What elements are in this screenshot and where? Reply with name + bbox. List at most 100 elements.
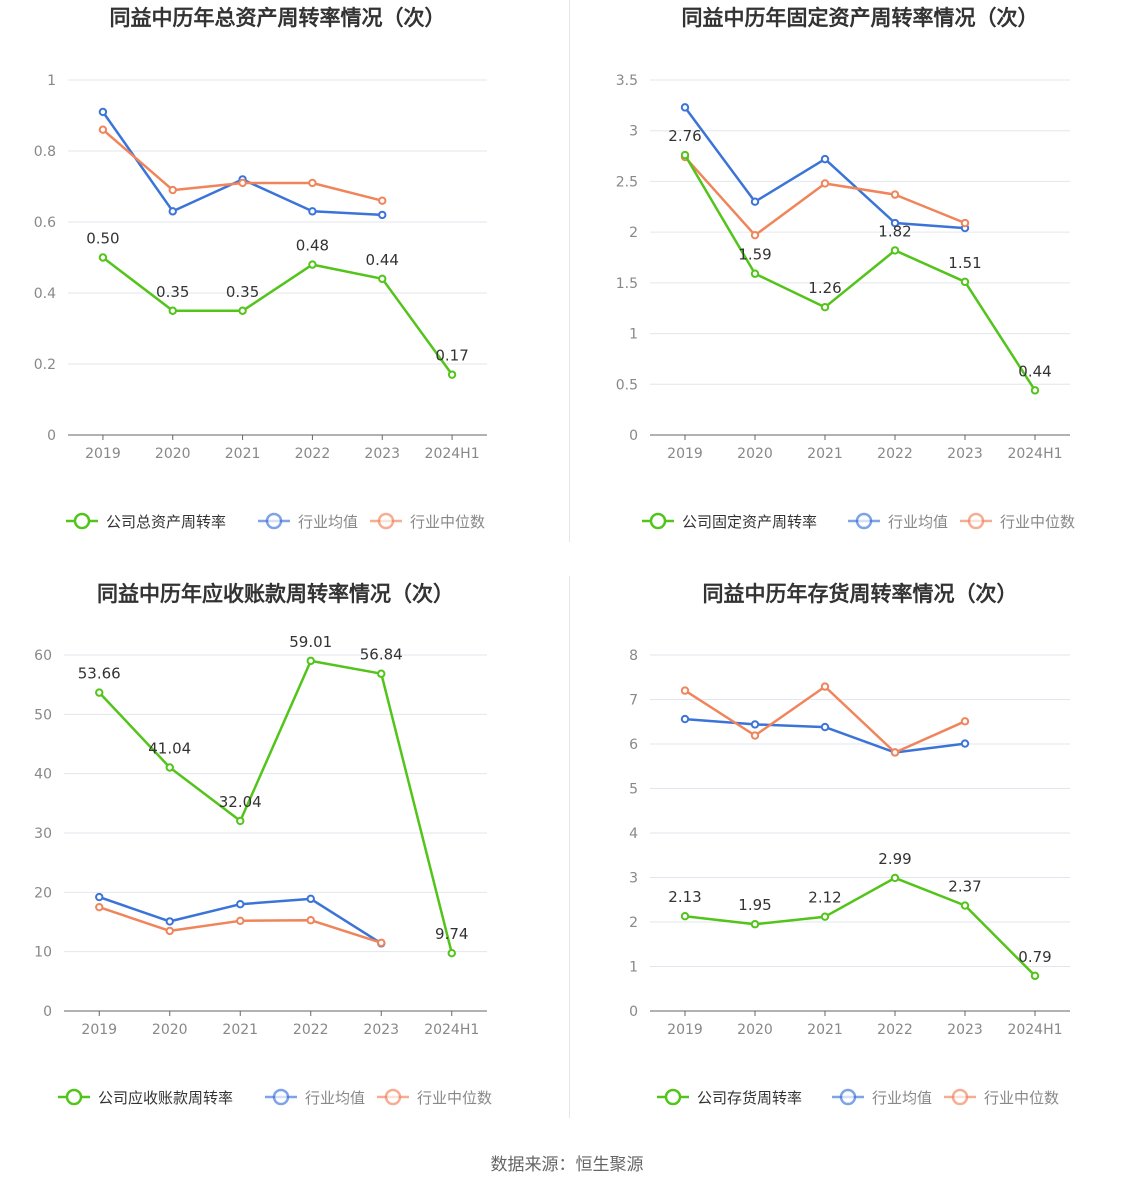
y-tick-label: 40	[34, 767, 52, 783]
y-tick-label: 10	[34, 945, 52, 961]
data-label: 32.04	[219, 793, 262, 811]
data-source-note: 数据来源：恒生聚源	[490, 1155, 644, 1175]
legend-label: 公司固定资产周转率	[682, 513, 817, 531]
data-point-avg	[960, 739, 970, 748]
legend-marker	[265, 512, 283, 530]
data-point-avg	[308, 207, 317, 216]
y-tick-label: 0.8	[34, 144, 56, 160]
data-point-median	[820, 682, 830, 691]
legend-item-company: 公司应收账款周转率	[58, 1088, 233, 1107]
data-label: 1.51	[948, 254, 981, 272]
chart-panel-inventory-turnover: 同益中历年存货周转率情况（次） 0 1 2 3 4 5 6 7 8 2019 2020 2021 2022…	[567, 576, 1134, 1152]
data-point-median	[236, 916, 245, 926]
data-point-avg	[95, 892, 104, 902]
chart-title: 同益中历年存货周转率情况（次）	[703, 582, 1018, 606]
x-tick-label: 2023	[363, 1022, 399, 1038]
data-point-avg	[98, 107, 108, 117]
series-line-company	[98, 659, 454, 954]
panel-divider-bottom	[569, 576, 570, 1118]
data-point-avg	[750, 720, 760, 729]
x-tick-label: 2020	[155, 446, 191, 462]
data-point-company	[1030, 971, 1040, 981]
legend-label: 公司总资产周转率	[106, 513, 226, 531]
data-point-company	[95, 688, 104, 697]
y-tick-label: 2	[629, 225, 638, 241]
data-label: 0.35	[156, 283, 189, 301]
data-label: 0.35	[226, 283, 259, 301]
y-tick-label: 0	[629, 428, 638, 444]
x-tick-label: 2021	[807, 1022, 843, 1038]
data-point-company	[377, 669, 386, 678]
data-point-company	[750, 269, 760, 278]
data-point-company	[820, 912, 830, 921]
legend-item-company: 公司固定资产周转率	[642, 512, 817, 531]
legend-marker	[377, 512, 395, 530]
data-point-company	[960, 277, 970, 287]
series-line-company	[102, 256, 454, 376]
data-point-company	[168, 306, 177, 315]
legend-item-median: 行业中位数	[960, 512, 1075, 531]
y-tick-label: 5	[629, 782, 638, 798]
y-tick-label: 1	[629, 960, 638, 976]
legend-item-median: 行业中位数	[370, 512, 485, 531]
data-label: 1.26	[808, 279, 841, 297]
data-point-company	[236, 816, 245, 826]
chart-title: 同益中历年总资产周转率情况（次）	[110, 6, 446, 30]
y-tick-label: 1.5	[616, 276, 638, 292]
data-label: 9.74	[435, 925, 468, 943]
legend-label: 行业均值	[305, 1089, 365, 1107]
y-tick-label: 20	[34, 885, 52, 901]
data-label: 59.01	[289, 633, 332, 651]
y-tick-label: 60	[34, 648, 52, 664]
legend-marker	[967, 512, 985, 530]
chart-title: 同益中历年应收账款周转率情况（次）	[97, 582, 454, 606]
data-point-company	[680, 912, 690, 921]
series-line-company	[683, 154, 1037, 392]
chart-svg: 同益中历年存货周转率情况（次） 0 1 2 3 4 5 6 7 8 2019 2020 2021 2022…	[629, 582, 1070, 1107]
x-tick-label: 2020	[152, 1022, 188, 1038]
y-tick-label: 1	[629, 327, 638, 343]
legend-marker	[839, 1088, 857, 1106]
data-point-median	[308, 178, 317, 188]
y-tick-label: 7	[629, 693, 638, 709]
legend-label: 行业均值	[888, 513, 948, 531]
y-tick-label: 8	[629, 648, 638, 664]
y-tick-label: 3.5	[616, 73, 638, 89]
data-point-median	[378, 196, 387, 205]
data-point-avg	[820, 154, 830, 164]
data-point-company	[1030, 386, 1040, 395]
y-tick-label: 0.6	[34, 215, 56, 231]
legend-item-avg: 行业均值	[848, 512, 948, 531]
data-point-company	[238, 306, 247, 315]
x-tick-label: 2019	[81, 1022, 117, 1038]
x-tick-label: 2023	[364, 446, 400, 462]
data-label: 2.99	[878, 850, 911, 868]
series-line-company	[684, 876, 1036, 977]
y-tick-label: 30	[34, 826, 52, 842]
legend-marker	[664, 1088, 682, 1106]
series-line-median	[684, 685, 966, 754]
data-point-avg	[165, 917, 174, 926]
x-tick-label: 2019	[667, 446, 703, 462]
series-line-avg	[101, 111, 383, 217]
data-point-median	[306, 916, 315, 925]
legend-marker	[73, 512, 91, 530]
data-point-avg	[306, 894, 315, 904]
chart-svg: 同益中历年固定资产周转率情况（次） 0 0.5 1 1.5 2 2.5 3 3.5 2019 202…	[616, 6, 1075, 531]
x-tick-label: 2021	[807, 446, 843, 462]
data-label: 0.44	[366, 251, 399, 269]
data-label: 0.50	[86, 230, 119, 248]
y-tick-label: 0	[43, 1004, 52, 1020]
data-point-median	[960, 218, 970, 228]
data-label: 2.76	[668, 127, 701, 145]
legend-label: 公司存货周转率	[697, 1089, 802, 1107]
y-tick-label: 0.2	[34, 357, 56, 373]
data-point-avg	[680, 103, 690, 112]
x-tick-label: 2021	[222, 1022, 258, 1038]
series-line-avg	[683, 106, 966, 230]
data-point-company	[378, 274, 387, 283]
legend-item-avg: 行业均值	[258, 512, 358, 531]
x-tick-label: 2022	[293, 1022, 329, 1038]
legend-label: 行业中位数	[417, 1089, 492, 1107]
x-tick-label: 2022	[877, 446, 913, 462]
